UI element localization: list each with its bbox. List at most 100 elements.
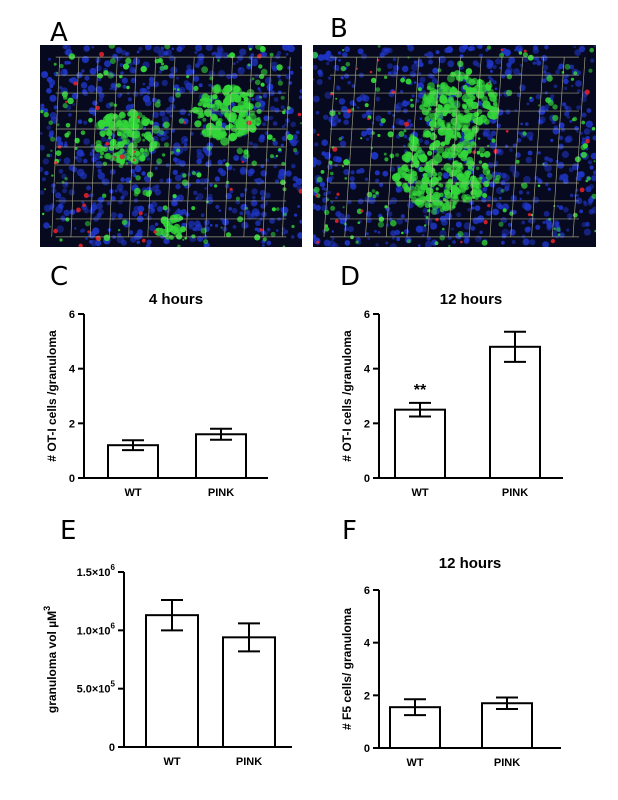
- nucleus: [482, 128, 491, 137]
- green-cell: [68, 53, 76, 60]
- nucleus: [462, 45, 469, 50]
- nucleus: [63, 209, 70, 217]
- nucleus: [419, 117, 423, 120]
- green-cell: [51, 174, 54, 177]
- granuloma-cell: [433, 160, 439, 166]
- nucleus: [111, 133, 116, 138]
- green-cell: [335, 97, 338, 100]
- green-cell: [371, 189, 376, 193]
- green-cell: [62, 103, 68, 109]
- nucleus: [166, 177, 172, 184]
- nucleus: [92, 202, 97, 207]
- nucleus: [400, 214, 405, 219]
- nucleus: [205, 45, 213, 52]
- red-cell: [133, 150, 136, 153]
- nucleus: [146, 215, 152, 221]
- nucleus: [249, 141, 253, 146]
- nucleus: [487, 134, 494, 141]
- red-cell: [73, 81, 78, 86]
- green-cell: [107, 72, 114, 79]
- nucleus: [569, 120, 573, 123]
- granuloma-cell: [228, 123, 234, 129]
- nucleus: [375, 194, 379, 198]
- granuloma-cell: [201, 128, 211, 138]
- green-cell: [259, 46, 266, 53]
- granuloma-cell: [231, 91, 237, 97]
- granuloma-cell: [485, 183, 489, 188]
- nucleus: [560, 127, 566, 132]
- nucleus: [375, 243, 379, 247]
- green-cell: [588, 68, 593, 73]
- green-cell: [160, 62, 165, 66]
- granuloma-cell: [486, 180, 491, 184]
- green-cell: [509, 211, 514, 216]
- granuloma-cell: [462, 104, 468, 110]
- green-cell: [342, 49, 345, 52]
- granuloma-cell: [99, 130, 106, 137]
- red-cell: [472, 150, 476, 154]
- nucleus: [297, 205, 301, 208]
- nucleus: [193, 75, 200, 82]
- nucleus: [277, 172, 285, 180]
- nucleus: [255, 177, 263, 185]
- nucleus: [375, 96, 381, 102]
- granuloma-cell: [438, 104, 443, 110]
- green-cell: [272, 137, 276, 142]
- nucleus: [246, 224, 249, 228]
- nucleus: [255, 220, 261, 226]
- nucleus: [269, 115, 274, 120]
- nucleus: [148, 81, 155, 87]
- nucleus: [366, 232, 369, 236]
- y-tick-exponent: 6: [111, 563, 116, 572]
- nucleus: [336, 86, 341, 91]
- nucleus: [231, 72, 238, 79]
- panel-label-a: A: [50, 18, 68, 48]
- nucleus: [324, 91, 332, 99]
- nucleus: [200, 213, 205, 218]
- green-cell: [99, 155, 103, 159]
- nucleus: [387, 110, 392, 115]
- nucleus: [259, 217, 263, 222]
- nucleus: [570, 84, 574, 88]
- green-cell: [437, 68, 442, 73]
- granuloma-cell: [446, 151, 454, 159]
- nucleus: [347, 226, 354, 233]
- nucleus: [118, 188, 123, 193]
- granuloma-cell: [100, 146, 106, 152]
- granuloma-cell: [478, 146, 485, 153]
- nucleus: [294, 213, 298, 217]
- nucleus: [471, 206, 475, 210]
- nucleus: [55, 136, 62, 143]
- nucleus: [95, 160, 103, 169]
- nucleus: [553, 84, 558, 89]
- granuloma-cell: [126, 155, 131, 159]
- granuloma-cell: [202, 103, 208, 108]
- nucleus: [68, 113, 72, 117]
- nucleus: [315, 159, 322, 166]
- nucleus: [323, 239, 331, 247]
- nucleus: [68, 189, 75, 196]
- nucleus: [154, 222, 159, 226]
- green-cell: [375, 87, 381, 92]
- y-tick-label: 2: [364, 690, 370, 702]
- green-cell: [591, 127, 596, 131]
- granuloma-cell: [424, 165, 432, 172]
- granuloma-cell: [432, 171, 438, 177]
- nucleus: [426, 236, 431, 241]
- granuloma-cell: [436, 145, 444, 154]
- granuloma-cell: [442, 105, 450, 114]
- green-cell: [343, 159, 350, 166]
- granuloma-cell: [445, 121, 452, 128]
- nucleus: [533, 45, 539, 51]
- green-cell: [269, 154, 275, 159]
- green-cell: [377, 221, 384, 228]
- nucleus: [161, 79, 168, 87]
- nucleus: [323, 114, 329, 120]
- y-tick-label: 4: [364, 364, 371, 376]
- y-axis-label: # F5 cells/ granuloma: [340, 608, 354, 730]
- nucleus: [133, 234, 140, 241]
- nucleus: [46, 125, 51, 131]
- granuloma-cell: [429, 133, 437, 141]
- green-cell: [320, 170, 325, 174]
- nucleus: [365, 109, 373, 117]
